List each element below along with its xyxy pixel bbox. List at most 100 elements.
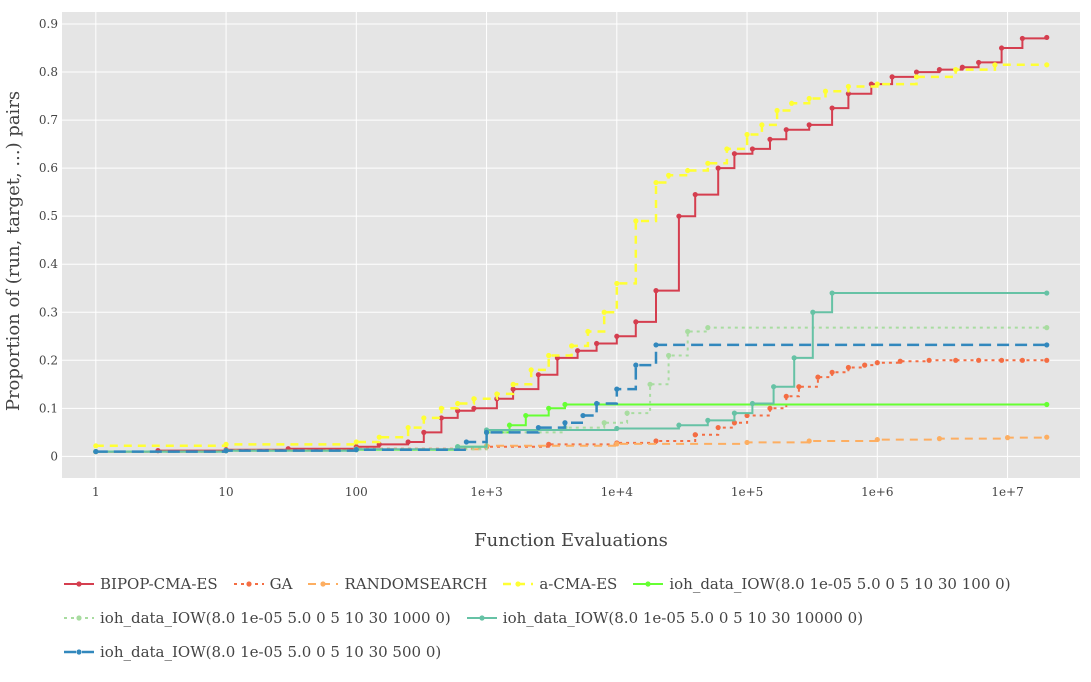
legend-marker (479, 615, 485, 621)
series-point (692, 432, 698, 438)
legend-swatch-ga (233, 581, 264, 587)
legend-swatch-iow-10000 (466, 615, 497, 621)
legend-swatch-a-cma-es (503, 581, 534, 587)
legend-item-bipop-cma-es[interactable]: BIPOP-CMA-ES (62, 575, 218, 593)
series-point (806, 438, 812, 444)
series-point (759, 122, 765, 128)
series-point (463, 439, 469, 445)
series-point (353, 439, 359, 445)
series-point (774, 107, 780, 114)
series-point (731, 410, 738, 416)
legend-swatch-iow-100 (633, 581, 664, 587)
series-point (789, 100, 795, 106)
series-point (93, 443, 99, 449)
series-point (223, 448, 229, 454)
series-point (653, 179, 659, 186)
series-point (791, 355, 797, 361)
legend-item-iow-100[interactable]: ioh_data_IOW(8.0 1e-05 5.0 0 5 10 30 100… (631, 575, 1011, 593)
series-point (421, 415, 427, 421)
series-point (913, 74, 920, 80)
series-point (562, 401, 568, 408)
series-point (771, 384, 777, 390)
legend-swatch-bipop-cma-es (64, 581, 94, 587)
series-point (93, 448, 99, 455)
series-point (744, 131, 750, 138)
y-tick-label: 0.6 (39, 161, 58, 175)
series-point (913, 69, 920, 75)
series-point (874, 360, 880, 366)
legend-marker (645, 581, 651, 587)
series-point (744, 412, 750, 419)
series-point (653, 438, 659, 444)
series-point (405, 439, 411, 445)
series-point (653, 288, 659, 294)
legend-item-ga[interactable]: GA (232, 575, 292, 593)
series-point (992, 62, 998, 68)
series-point (676, 213, 682, 219)
series-point (580, 412, 586, 419)
legend-item-iow-10000[interactable]: ioh_data_IOW(8.0 1e-05 5.0 0 5 10 30 100… (465, 609, 863, 627)
series-point (483, 429, 490, 435)
series-point (528, 367, 534, 373)
series-point (767, 136, 773, 142)
series-point (1019, 35, 1025, 42)
legend-label: ioh_data_IOW(8.0 1e-05 5.0 0 5 10 30 500… (100, 643, 442, 661)
series-point (749, 146, 756, 152)
series-point (822, 88, 829, 94)
series-point (685, 167, 691, 174)
series-point (614, 333, 620, 339)
legend-item-iow-500[interactable]: ioh_data_IOW(8.0 1e-05 5.0 0 5 10 30 500… (62, 643, 441, 661)
series-point (749, 400, 756, 407)
series-point (845, 91, 852, 97)
series-point (455, 400, 461, 407)
series-point (767, 405, 773, 411)
legend-marker (76, 649, 82, 655)
series-point (666, 352, 672, 359)
x-tick-label: 10 (218, 485, 233, 499)
series-point (614, 425, 620, 432)
y-tick-label: 0.4 (39, 257, 58, 271)
series-point (523, 412, 529, 419)
legend-label: ioh_data_IOW(8.0 1e-05 5.0 0 5 10 30 100… (669, 575, 1011, 593)
x-tick-label: 1e+4 (601, 485, 634, 499)
series-point (783, 393, 789, 399)
y-tick-label: 0.2 (39, 353, 58, 367)
plot-svg: 0 0.1 0.2 0.3 0.4 0.5 0.6 0.7 0.8 0.9 1 10 100 1e+3 1e… (3, 12, 1080, 551)
series-point (471, 405, 477, 411)
legend-label: ioh_data_IOW(8.0 1e-05 5.0 0 5 10 30 100… (502, 609, 864, 627)
series-point (535, 372, 541, 378)
legend-item-randomsearch[interactable]: RANDOMSEARCH (306, 575, 487, 593)
series-point (633, 218, 639, 224)
legend-marker (76, 615, 82, 621)
series-point (715, 165, 721, 171)
series-point (585, 328, 591, 335)
series-point (1044, 434, 1050, 440)
series-point (744, 439, 750, 446)
series-point (806, 95, 812, 102)
legend-item-iow-1000[interactable]: ioh_data_IOW(8.0 1e-05 5.0 0 5 10 30 100… (62, 609, 451, 627)
series-point (976, 59, 982, 66)
series-point (862, 362, 868, 368)
series-point (647, 381, 653, 387)
y-tick-label: 0.3 (39, 305, 58, 319)
series-point (405, 424, 411, 431)
legend-label: RANDOMSEARCH (344, 575, 488, 593)
legend-swatch-randomsearch (308, 581, 339, 587)
legend-item-a-cma-es[interactable]: a-CMA-ES (501, 575, 617, 593)
series-point (874, 436, 880, 443)
legend-marker (515, 581, 521, 587)
series-point (510, 386, 516, 392)
series-point (731, 151, 738, 157)
series-point (614, 386, 620, 392)
series-point (594, 340, 600, 347)
series-point (889, 74, 895, 80)
y-tick-label: 0.8 (39, 65, 58, 79)
series-point (438, 405, 444, 411)
series-point (676, 422, 682, 428)
series-point (926, 357, 932, 363)
series-point (705, 160, 711, 166)
series-point (633, 319, 639, 325)
series-point (471, 396, 477, 402)
legend-label: ioh_data_IOW(8.0 1e-05 5.0 0 5 10 30 100… (100, 609, 451, 627)
series-point (1044, 34, 1050, 41)
